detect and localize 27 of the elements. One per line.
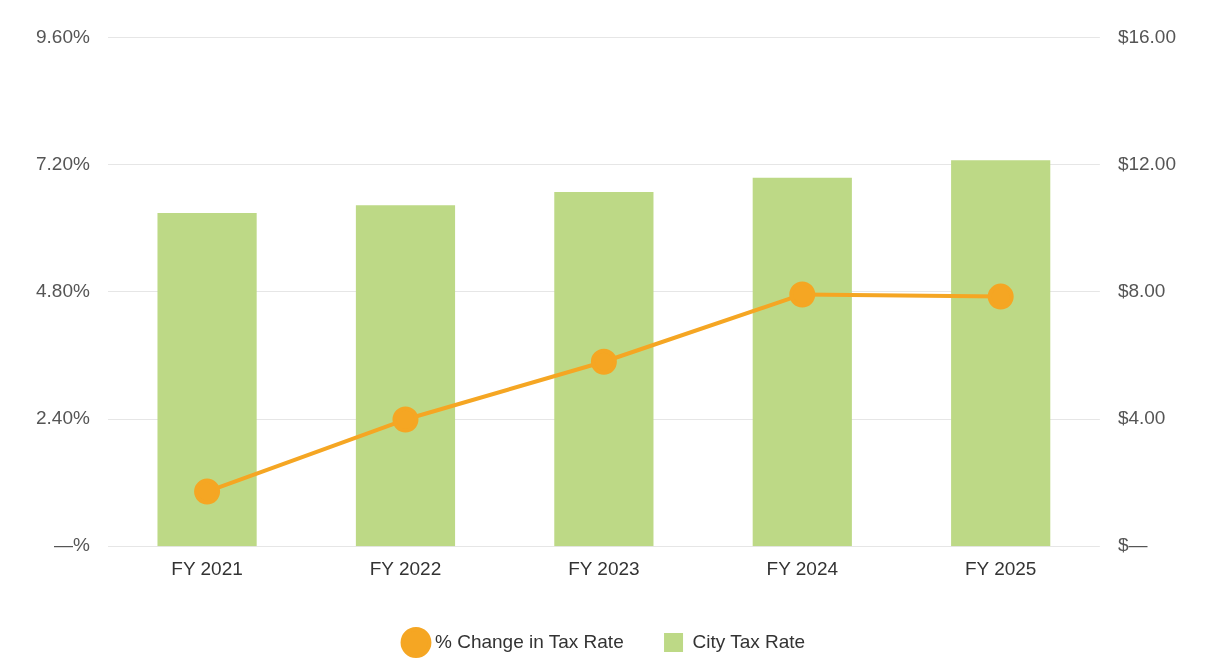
bar [951, 160, 1051, 547]
x-tick-label: FY 2023 [568, 557, 640, 579]
y-tick-label: 2.40% [36, 407, 90, 429]
x-tick-label: FY 2022 [369, 557, 442, 579]
y-tick-label: 9.60% [36, 25, 90, 47]
point [194, 478, 221, 505]
y2-tick-label: $— [1117, 534, 1148, 556]
point [590, 348, 617, 375]
bar [752, 177, 852, 547]
x-tick-label: FY 2025 [964, 557, 1037, 579]
y-tick-label: —% [53, 534, 90, 556]
legend-label: % Change in Tax Rate [434, 630, 624, 652]
y2-tick-label: $12.00 [1117, 152, 1177, 174]
y2-tick-label: $8.00 [1117, 280, 1166, 302]
x-tick-label: FY 2024 [766, 557, 839, 579]
bar [554, 191, 654, 547]
y2-tick-label: $16.00 [1117, 25, 1177, 47]
point [987, 283, 1014, 310]
y-tick-label: 4.80% [36, 280, 90, 302]
x-tick-label: FY 2021 [171, 557, 243, 579]
bar [157, 212, 257, 547]
point [789, 281, 816, 308]
y-tick-label: 7.20% [36, 152, 90, 174]
legend-label: City Tax Rate [692, 630, 806, 652]
bar [355, 205, 456, 547]
y2-tick-label: $4.00 [1117, 407, 1166, 429]
point [392, 406, 419, 433]
